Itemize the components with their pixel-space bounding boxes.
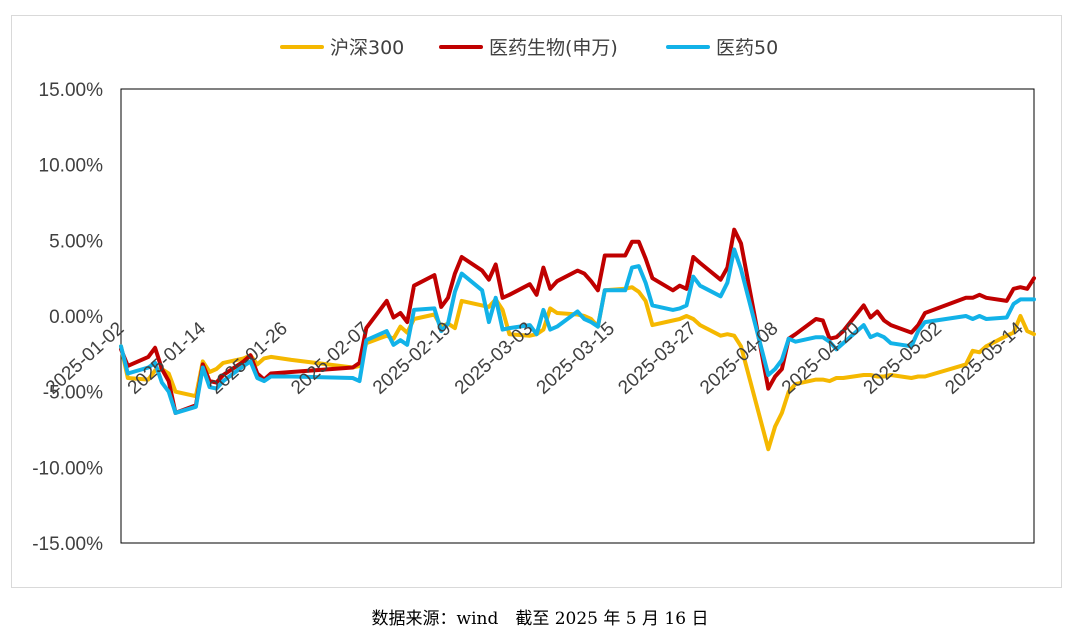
y-tick-label: -5.00% (43, 383, 103, 404)
x-tick-label: 2025-03-27 (614, 318, 700, 399)
legend-label: 医药生物(申万) (489, 37, 618, 59)
x-tick-label: 2025-04-20 (778, 318, 864, 399)
x-tick-label: 2025-02-19 (369, 318, 455, 399)
x-tick-label: 2025-03-15 (533, 318, 619, 399)
x-tick-label: 2025-05-14 (941, 318, 1028, 399)
source-note: 数据来源：wind 截至 2025 年 5 月 16 日 (371, 609, 709, 629)
series-line-2 (119, 227, 1036, 415)
y-tick-label: 0.00% (49, 307, 103, 328)
y-tick-label: 5.00% (49, 231, 103, 252)
x-tick-label: 2025-03-03 (451, 318, 537, 399)
chart-frame (11, 15, 1062, 588)
y-tick-label: -10.00% (32, 458, 103, 479)
y-tick-label: 15.00% (39, 80, 104, 101)
line-chart: 15.00% 10.00% 5.00% 0.00% -5.00% -10.00% -15.0… (32, 37, 1036, 555)
plot-area (120, 88, 1035, 544)
series-line-3 (119, 247, 1036, 415)
legend-label: 医药50 (716, 37, 778, 59)
legend-label: 沪深300 (330, 37, 404, 59)
series-line-1 (119, 285, 1036, 452)
y-tick-label: -15.00% (32, 534, 103, 555)
y-tick-label: 10.00% (39, 156, 104, 177)
